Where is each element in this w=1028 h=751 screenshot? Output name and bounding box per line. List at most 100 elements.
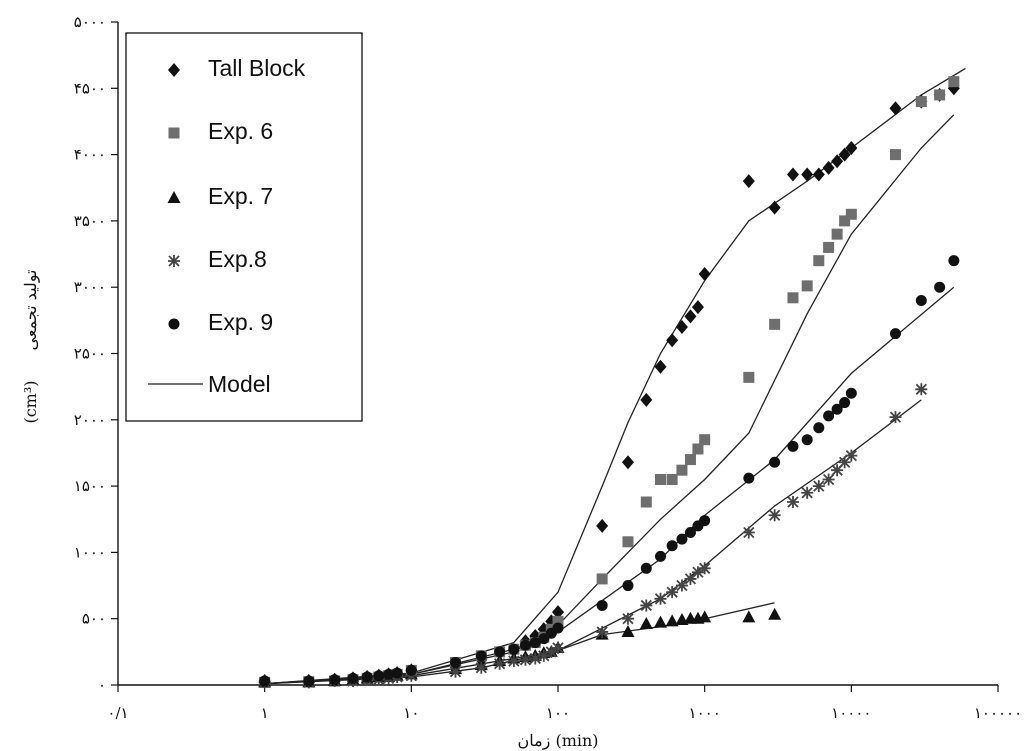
exp-8-point	[675, 579, 688, 592]
exp-6-point	[640, 496, 652, 508]
tall-block-point	[768, 200, 781, 215]
exp-7-point	[654, 615, 668, 628]
exp-6-point	[915, 96, 927, 108]
exp-8-point	[845, 449, 858, 462]
exp-8-point	[768, 509, 781, 522]
exp-6-point	[622, 536, 634, 548]
exp-8-point	[519, 653, 532, 666]
legend-box	[125, 32, 363, 422]
x-tick-label: ۱۰	[403, 704, 419, 722]
y-tick-label: ۱۰۰۰	[74, 543, 106, 561]
tall-block-point	[666, 333, 679, 348]
exp-9-point	[743, 472, 755, 484]
exp-9-point	[259, 675, 271, 687]
exp-9-point	[934, 281, 946, 293]
tall-block-point	[831, 154, 844, 169]
exp-9-point	[329, 674, 341, 686]
x-tick-label: ۱۰۰	[546, 704, 570, 722]
exp-6-point	[845, 208, 857, 220]
tall-block-point	[698, 266, 711, 281]
tall-block-point	[621, 455, 634, 470]
tall-block-point	[675, 319, 688, 334]
tall-block-point	[845, 140, 858, 155]
exp-8-point	[621, 612, 634, 625]
tall-block-point	[640, 392, 653, 407]
exp-9-point	[494, 646, 506, 658]
model-line-4	[264, 399, 922, 685]
exp-6-point	[692, 443, 704, 455]
exp-9-point	[769, 456, 781, 468]
y-tick-label: ۵۰۰	[82, 610, 106, 628]
exp-8-point	[640, 599, 653, 612]
exp-9-point	[449, 656, 461, 668]
exp-9-point	[391, 667, 403, 679]
exp-8-point	[838, 456, 851, 469]
exp-7-point	[768, 607, 782, 620]
legend-tall-block-marker	[168, 63, 180, 77]
exp-8-point	[666, 586, 679, 599]
exp-8-point	[691, 566, 704, 579]
tall-block-point	[596, 518, 609, 533]
exp-8-point	[742, 526, 755, 539]
exp-9-point	[699, 515, 711, 527]
exp-6-point	[831, 228, 843, 240]
tall-block-point	[822, 160, 835, 175]
exp-8-point	[596, 625, 609, 638]
exp-9-point	[405, 664, 417, 676]
legend: Tall Block Exp. 6 Exp. 7 Exp.8 Exp. 9 Model	[125, 32, 363, 422]
x-tick-label: ۰/۱	[107, 704, 128, 722]
exp-6-point	[889, 149, 901, 161]
exp-9-point	[655, 550, 667, 562]
exp-9-point	[552, 622, 564, 634]
exp-8-point	[684, 572, 697, 585]
exp-6-point	[552, 615, 564, 627]
exp-9-point	[347, 672, 359, 684]
legend-exp-6-marker	[168, 127, 180, 139]
legend-label-tall-block: Tall Block	[208, 55, 306, 81]
x-axis-title: زمان (min)	[517, 731, 598, 750]
legend-exp-9-marker	[168, 318, 180, 330]
tall-block-point	[838, 147, 851, 162]
tall-block-point	[801, 167, 814, 182]
exp-9-point	[529, 637, 541, 649]
exp-8-point	[812, 480, 825, 493]
exp-9-point	[596, 599, 608, 611]
exp-8-point	[507, 655, 520, 668]
exp-8-point	[831, 464, 844, 477]
y-tick-label: ۲۵۰۰	[74, 345, 106, 363]
exp-7-point	[665, 614, 679, 627]
legend-label-exp-6: Exp. 6	[208, 118, 273, 144]
legend-label-exp-8: Exp.8	[208, 246, 267, 272]
y-tick-label: ۴۰۰۰	[74, 146, 106, 164]
tick-labels: ۰/۱ ۱ ۱۰ ۱۰۰ ۱۰۰۰ ۱۰۰۰۰ ۱۰۰۰۰۰ ۰ ۵۰۰ ۱۰۰۰ ۱۵۰۰ ۲۰۰۰…	[74, 13, 1022, 722]
exp-9-point	[519, 639, 531, 651]
exp-9-point	[373, 670, 385, 682]
exp-6-point	[676, 464, 688, 476]
exp-7-point	[621, 624, 635, 637]
exp-8-point	[545, 645, 558, 658]
exp-9-point	[831, 403, 843, 415]
tall-block-point	[812, 167, 825, 182]
y-axis-unit: (cm³)	[21, 380, 40, 423]
exp-9-point	[915, 294, 927, 306]
exp-6-point	[655, 473, 667, 485]
y-axis-title: تولید تجمعی	[21, 270, 40, 351]
exp-6-point	[839, 215, 851, 227]
x-tick-label: ۱	[261, 704, 269, 722]
exp-9-point	[801, 434, 813, 446]
x-tick-label: ۱۰۰۰	[689, 704, 721, 722]
x-tick-label: ۱۰۰۰۰	[831, 704, 871, 722]
exp-6-point	[596, 573, 608, 585]
exp-7-point	[742, 610, 756, 623]
legend-label-exp-9: Exp. 9	[208, 309, 273, 335]
tall-block-point	[552, 605, 564, 620]
y-tick-label: ۱۵۰۰	[74, 477, 106, 495]
legend-label-exp-7: Exp. 7	[208, 183, 273, 209]
tall-block-point	[654, 359, 667, 374]
exp-8-point	[449, 665, 462, 678]
exp-6-point	[666, 473, 678, 485]
x-tick-label: ۱۰۰۰۰۰	[974, 704, 1022, 722]
exp-9-point	[823, 410, 835, 422]
exp-8-point	[915, 383, 928, 396]
